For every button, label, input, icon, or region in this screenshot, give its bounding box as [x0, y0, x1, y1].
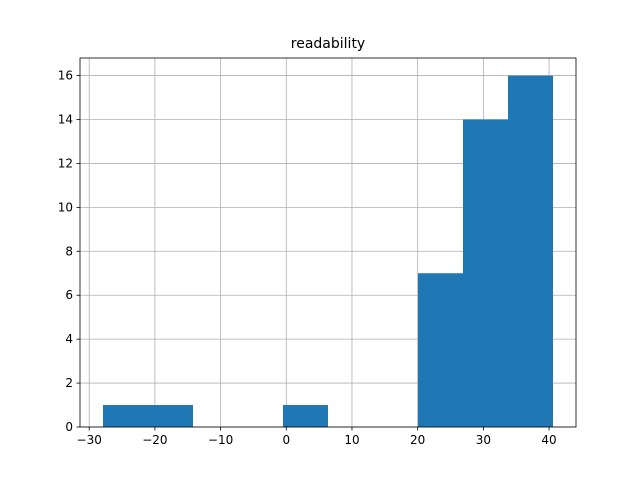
plot-frame: [79, 57, 577, 428]
y-tick-label: 16: [58, 69, 73, 83]
y-tick-label: 4: [65, 332, 73, 346]
y-tick-label: 8: [65, 244, 73, 258]
x-tick-label: −30: [77, 433, 102, 447]
y-tick-label: 12: [58, 156, 73, 170]
y-tick-label: 14: [58, 113, 73, 127]
x-tick-label: 30: [476, 433, 491, 447]
y-tick-label: 10: [58, 200, 73, 214]
bar: [282, 405, 328, 427]
bar: [463, 119, 509, 427]
bar: [102, 405, 148, 427]
y-tick-label: 0: [65, 420, 73, 434]
x-tick-label: 40: [541, 433, 556, 447]
bar: [508, 75, 554, 428]
x-tick-label: −10: [208, 433, 233, 447]
x-tick-label: −20: [142, 433, 167, 447]
y-tick-label: 2: [65, 376, 73, 390]
chart-title: readability: [291, 36, 365, 52]
x-tick-label: 10: [344, 433, 359, 447]
x-tick-label: 20: [410, 433, 425, 447]
bar: [418, 273, 464, 427]
bar: [147, 405, 193, 427]
x-tick-label: 0: [282, 433, 290, 447]
y-tick-label: 6: [65, 288, 73, 302]
